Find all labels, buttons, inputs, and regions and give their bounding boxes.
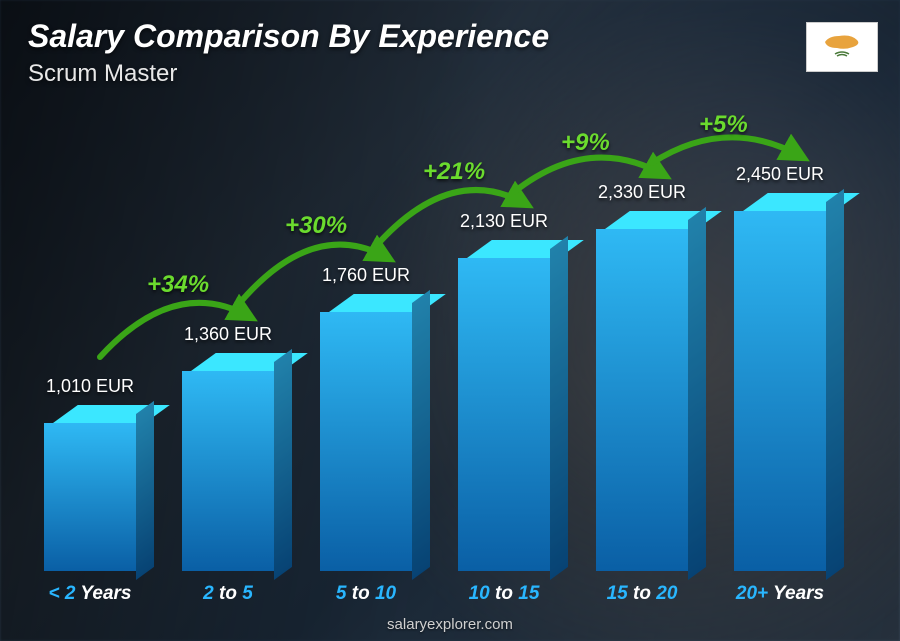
bar-column: 2,450 EUR bbox=[720, 164, 840, 571]
bar-3d bbox=[458, 240, 550, 571]
bar-front-face bbox=[458, 258, 550, 571]
bar-wrap: 2,450 EUR bbox=[720, 164, 840, 571]
country-flag bbox=[806, 22, 878, 72]
bar-side-face bbox=[136, 401, 154, 580]
x-tick-label: 2 to 5 bbox=[168, 583, 288, 605]
bar-wrap: 1,360 EUR bbox=[168, 324, 288, 571]
bar-3d bbox=[182, 353, 274, 571]
x-tick-label: 5 to 10 bbox=[306, 583, 426, 605]
x-axis-labels: < 2 Years 2 to 5 5 to 10 10 to 15 15 to 20 20… bbox=[30, 583, 840, 605]
bar-column: 2,330 EUR bbox=[582, 182, 702, 571]
bar-side-face bbox=[550, 236, 568, 580]
chart-title: Salary Comparison By Experience bbox=[28, 18, 549, 55]
bar-value-label: 2,130 EUR bbox=[460, 211, 548, 232]
bar-side-face bbox=[412, 290, 430, 580]
bar-front-face bbox=[734, 211, 826, 571]
bar-column: 2,130 EUR bbox=[444, 211, 564, 571]
bar-value-label: 1,760 EUR bbox=[322, 265, 410, 286]
x-tick-label: 10 to 15 bbox=[444, 583, 564, 605]
bar-wrap: 2,130 EUR bbox=[444, 211, 564, 571]
bar-column: 1,760 EUR bbox=[306, 265, 426, 571]
bar-3d bbox=[596, 211, 688, 571]
bar-value-label: 2,450 EUR bbox=[736, 164, 824, 185]
bar-front-face bbox=[596, 229, 688, 571]
x-tick-label: < 2 Years bbox=[30, 583, 150, 605]
bar-value-label: 1,010 EUR bbox=[46, 376, 134, 397]
bar-value-label: 1,360 EUR bbox=[184, 324, 272, 345]
bar-side-face bbox=[826, 189, 844, 580]
bar-side-face bbox=[274, 349, 292, 580]
bar-value-label: 2,330 EUR bbox=[598, 182, 686, 203]
bar-side-face bbox=[688, 207, 706, 580]
attribution-text: salaryexplorer.com bbox=[0, 616, 900, 633]
bar-3d bbox=[320, 294, 412, 571]
x-tick-label: 15 to 20 bbox=[582, 583, 702, 605]
x-tick-label: 20+ Years bbox=[720, 583, 840, 605]
bar-front-face bbox=[44, 423, 136, 571]
bar-3d bbox=[734, 193, 826, 571]
bar-chart: 1,010 EUR 1,360 EUR 1,760 EUR bbox=[30, 111, 840, 571]
bar-wrap: 1,010 EUR bbox=[30, 376, 150, 571]
bar-front-face bbox=[320, 312, 412, 571]
chart-subtitle: Scrum Master bbox=[28, 60, 177, 88]
cyprus-flag-icon bbox=[817, 30, 867, 64]
bar-column: 1,360 EUR bbox=[168, 324, 288, 571]
bar-front-face bbox=[182, 371, 274, 571]
bar-column: 1,010 EUR bbox=[30, 376, 150, 571]
bar-wrap: 1,760 EUR bbox=[306, 265, 426, 571]
bar-wrap: 2,330 EUR bbox=[582, 182, 702, 571]
bar-3d bbox=[44, 405, 136, 571]
